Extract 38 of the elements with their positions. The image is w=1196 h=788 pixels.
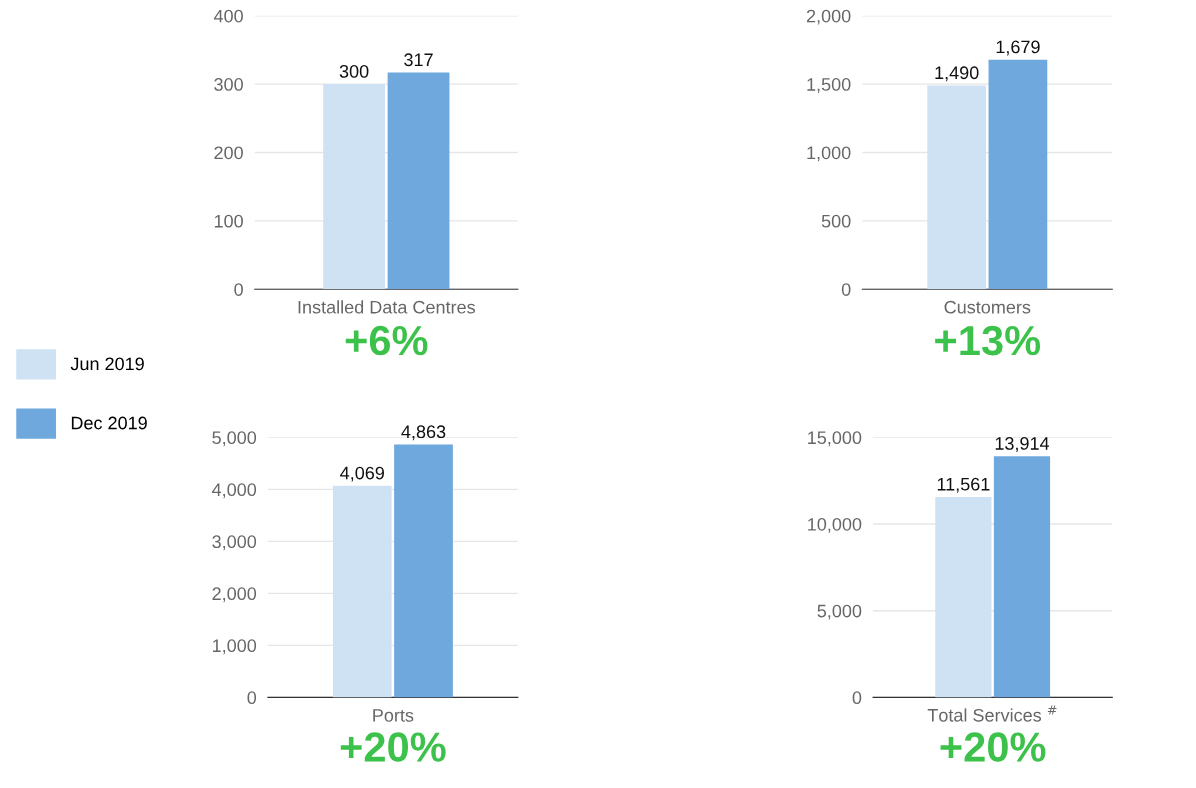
legend-label: Jun 2019 <box>70 357 144 371</box>
text: +20% <box>940 732 1046 762</box>
y-tick-label: 2,000 <box>806 9 851 25</box>
x-tick-label: Installed Data Centres <box>298 300 475 314</box>
y-tick-label: 0 <box>852 691 862 705</box>
y-tick-label: 0 <box>234 283 243 296</box>
data-label: 13,914 <box>995 437 1050 452</box>
y-tick-label: 15,000 <box>808 431 862 447</box>
y-tick-label: 0 <box>841 283 851 296</box>
y-tick-label: 500 <box>821 214 851 228</box>
y-tick-label: 3,000 <box>212 535 257 551</box>
legend-label: Dec 2019 <box>71 416 147 430</box>
y-tick-label: 300 <box>214 78 243 91</box>
data-label: 1,490 <box>935 66 979 82</box>
data-label: 317 <box>404 53 433 67</box>
y-tick-label: 4,000 <box>212 483 257 499</box>
data-label: 4,863 <box>401 425 446 441</box>
text: +20% <box>340 732 446 762</box>
y-tick-label: 1,000 <box>212 639 257 655</box>
data-label: 11,561 <box>937 477 990 493</box>
data-label: 4,069 <box>340 466 384 482</box>
data-label: 1,679 <box>996 40 1040 56</box>
y-tick-label: 100 <box>214 214 243 228</box>
y-tick-label: 400 <box>213 9 243 23</box>
x-tick-label: Ports <box>373 709 414 722</box>
data-label: 300 <box>339 64 369 78</box>
y-tick-label: 1,500 <box>807 78 851 93</box>
text: +13% <box>935 325 1041 356</box>
y-tick-label: 10,000 <box>808 517 862 533</box>
y-tick-label: 2,000 <box>212 587 257 603</box>
x-tick-label: Customers <box>944 300 1031 314</box>
y-tick-label: 5,000 <box>817 604 862 620</box>
y-tick-label: 1,000 <box>807 146 851 162</box>
text: +6% <box>345 325 428 356</box>
y-tick-label: 200 <box>214 146 243 160</box>
x-tick-label: Total Services $^{#}$ <box>927 705 1057 722</box>
y-tick-label: 0 <box>247 691 257 705</box>
y-tick-label: 5,000 <box>212 431 257 447</box>
